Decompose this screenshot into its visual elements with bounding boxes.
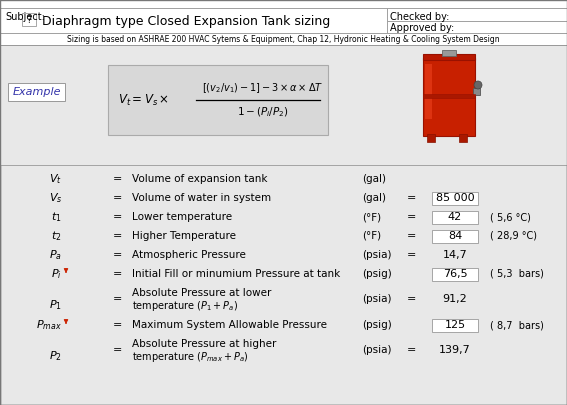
Bar [108, 65, 328, 135]
Bar [432, 192, 478, 205]
Text: Approved by:: Approved by: [390, 23, 454, 33]
Text: =: = [113, 320, 122, 330]
Text: $t_1$: $t_1$ [52, 210, 62, 224]
Bar [387, 8, 567, 21]
Text: (°F): (°F) [362, 231, 381, 241]
Text: =: = [407, 345, 417, 355]
Text: 42: 42 [448, 212, 462, 222]
Text: $V_s$: $V_s$ [49, 191, 62, 205]
Text: Lower temperature: Lower temperature [132, 212, 232, 222]
Bar [427, 134, 435, 142]
Text: Diaphragm type Closed Expansion Tank sizing: Diaphragm type Closed Expansion Tank siz… [42, 15, 330, 28]
Text: ( 5,6 °C): ( 5,6 °C) [490, 212, 531, 222]
Bar [423, 54, 475, 60]
Text: =: = [113, 269, 122, 279]
Text: 85 000: 85 000 [435, 193, 475, 203]
Text: =: = [113, 174, 122, 184]
Text: $P_2$: $P_2$ [49, 349, 62, 363]
Bar [432, 211, 478, 224]
Text: =: = [113, 345, 122, 355]
Text: Atmospheric Pressure: Atmospheric Pressure [132, 250, 246, 260]
Text: (°F): (°F) [362, 212, 381, 222]
Text: =: = [113, 231, 122, 241]
Text: (psia): (psia) [362, 294, 391, 304]
Text: (psig): (psig) [362, 320, 392, 330]
Text: (psia): (psia) [362, 345, 391, 355]
Bar [387, 21, 567, 33]
Text: Maximum System Allowable Pressure: Maximum System Allowable Pressure [132, 320, 327, 330]
Text: $V_t$: $V_t$ [49, 172, 62, 186]
Text: 76,5: 76,5 [443, 269, 467, 279]
Text: 14,7: 14,7 [443, 250, 467, 260]
Text: Subject:: Subject: [5, 12, 45, 22]
Text: ( 8,7  bars): ( 8,7 bars) [490, 320, 544, 330]
Bar [0, 0, 567, 8]
Text: (psia): (psia) [362, 250, 391, 260]
Text: 139,7: 139,7 [439, 345, 471, 355]
Bar [0, 8, 387, 33]
Text: temperature ($P_1 + P_a$): temperature ($P_1 + P_a$) [132, 299, 238, 313]
Bar [423, 94, 475, 98]
Bar [423, 58, 475, 136]
Text: Checked by:: Checked by: [390, 12, 450, 22]
Text: temperature ($P_{max} + P_a$): temperature ($P_{max} + P_a$) [132, 350, 249, 364]
Text: $P_a$: $P_a$ [49, 248, 62, 262]
Bar [432, 267, 478, 281]
Text: =: = [113, 212, 122, 222]
Bar [8, 83, 65, 101]
Text: $P_{max}$: $P_{max}$ [36, 318, 62, 332]
Text: =: = [113, 294, 122, 304]
Text: Higher Temperature: Higher Temperature [132, 231, 236, 241]
Bar [22, 13, 36, 26]
Text: (psig): (psig) [362, 269, 392, 279]
Text: =: = [407, 212, 417, 222]
Text: $[(v_2/v_1)-1]-3\times\alpha\times\Delta T$: $[(v_2/v_1)-1]-3\times\alpha\times\Delta… [202, 81, 324, 95]
Text: (gal): (gal) [362, 193, 386, 203]
Text: $1-(P_i/P_2)$: $1-(P_i/P_2)$ [237, 105, 289, 119]
Bar [442, 50, 456, 56]
Bar [459, 134, 467, 142]
Text: $V_t = V_s \times$: $V_t = V_s \times$ [118, 92, 169, 108]
Bar [0, 33, 567, 45]
Bar [0, 45, 567, 165]
Bar [473, 88, 480, 95]
Text: Volume of water in system: Volume of water in system [132, 193, 271, 203]
Text: Absolute Pressure at lower: Absolute Pressure at lower [132, 288, 272, 298]
Text: =: = [407, 231, 417, 241]
Text: Absolute Pressure at higher: Absolute Pressure at higher [132, 339, 276, 349]
Text: $t_2$: $t_2$ [52, 229, 62, 243]
Bar [425, 64, 432, 119]
Text: ( 5,3  bars): ( 5,3 bars) [490, 269, 544, 279]
Text: Sizing is based on ASHRAE 200 HVAC Sytems & Equipment, Chap 12, Hydronic Heating: Sizing is based on ASHRAE 200 HVAC Sytem… [67, 34, 500, 43]
Text: (gal): (gal) [362, 174, 386, 184]
Text: 91,2: 91,2 [443, 294, 467, 304]
Bar [432, 318, 478, 332]
Text: =: = [407, 294, 417, 304]
Text: =: = [407, 250, 417, 260]
Bar [432, 230, 478, 243]
Text: =: = [113, 250, 122, 260]
Text: =: = [113, 193, 122, 203]
Text: 125: 125 [445, 320, 466, 330]
Text: =: = [407, 193, 417, 203]
Text: $P_1$: $P_1$ [49, 298, 62, 312]
Circle shape [474, 81, 482, 89]
Text: ?: ? [27, 15, 32, 25]
Text: Initial Fill or minumium Pressure at tank: Initial Fill or minumium Pressure at tan… [132, 269, 340, 279]
Text: Example: Example [12, 87, 61, 97]
Text: ( 28,9 °C): ( 28,9 °C) [490, 231, 537, 241]
Text: Volume of expansion tank: Volume of expansion tank [132, 174, 268, 184]
Text: $P_i$: $P_i$ [51, 267, 62, 281]
Text: 84: 84 [448, 231, 462, 241]
